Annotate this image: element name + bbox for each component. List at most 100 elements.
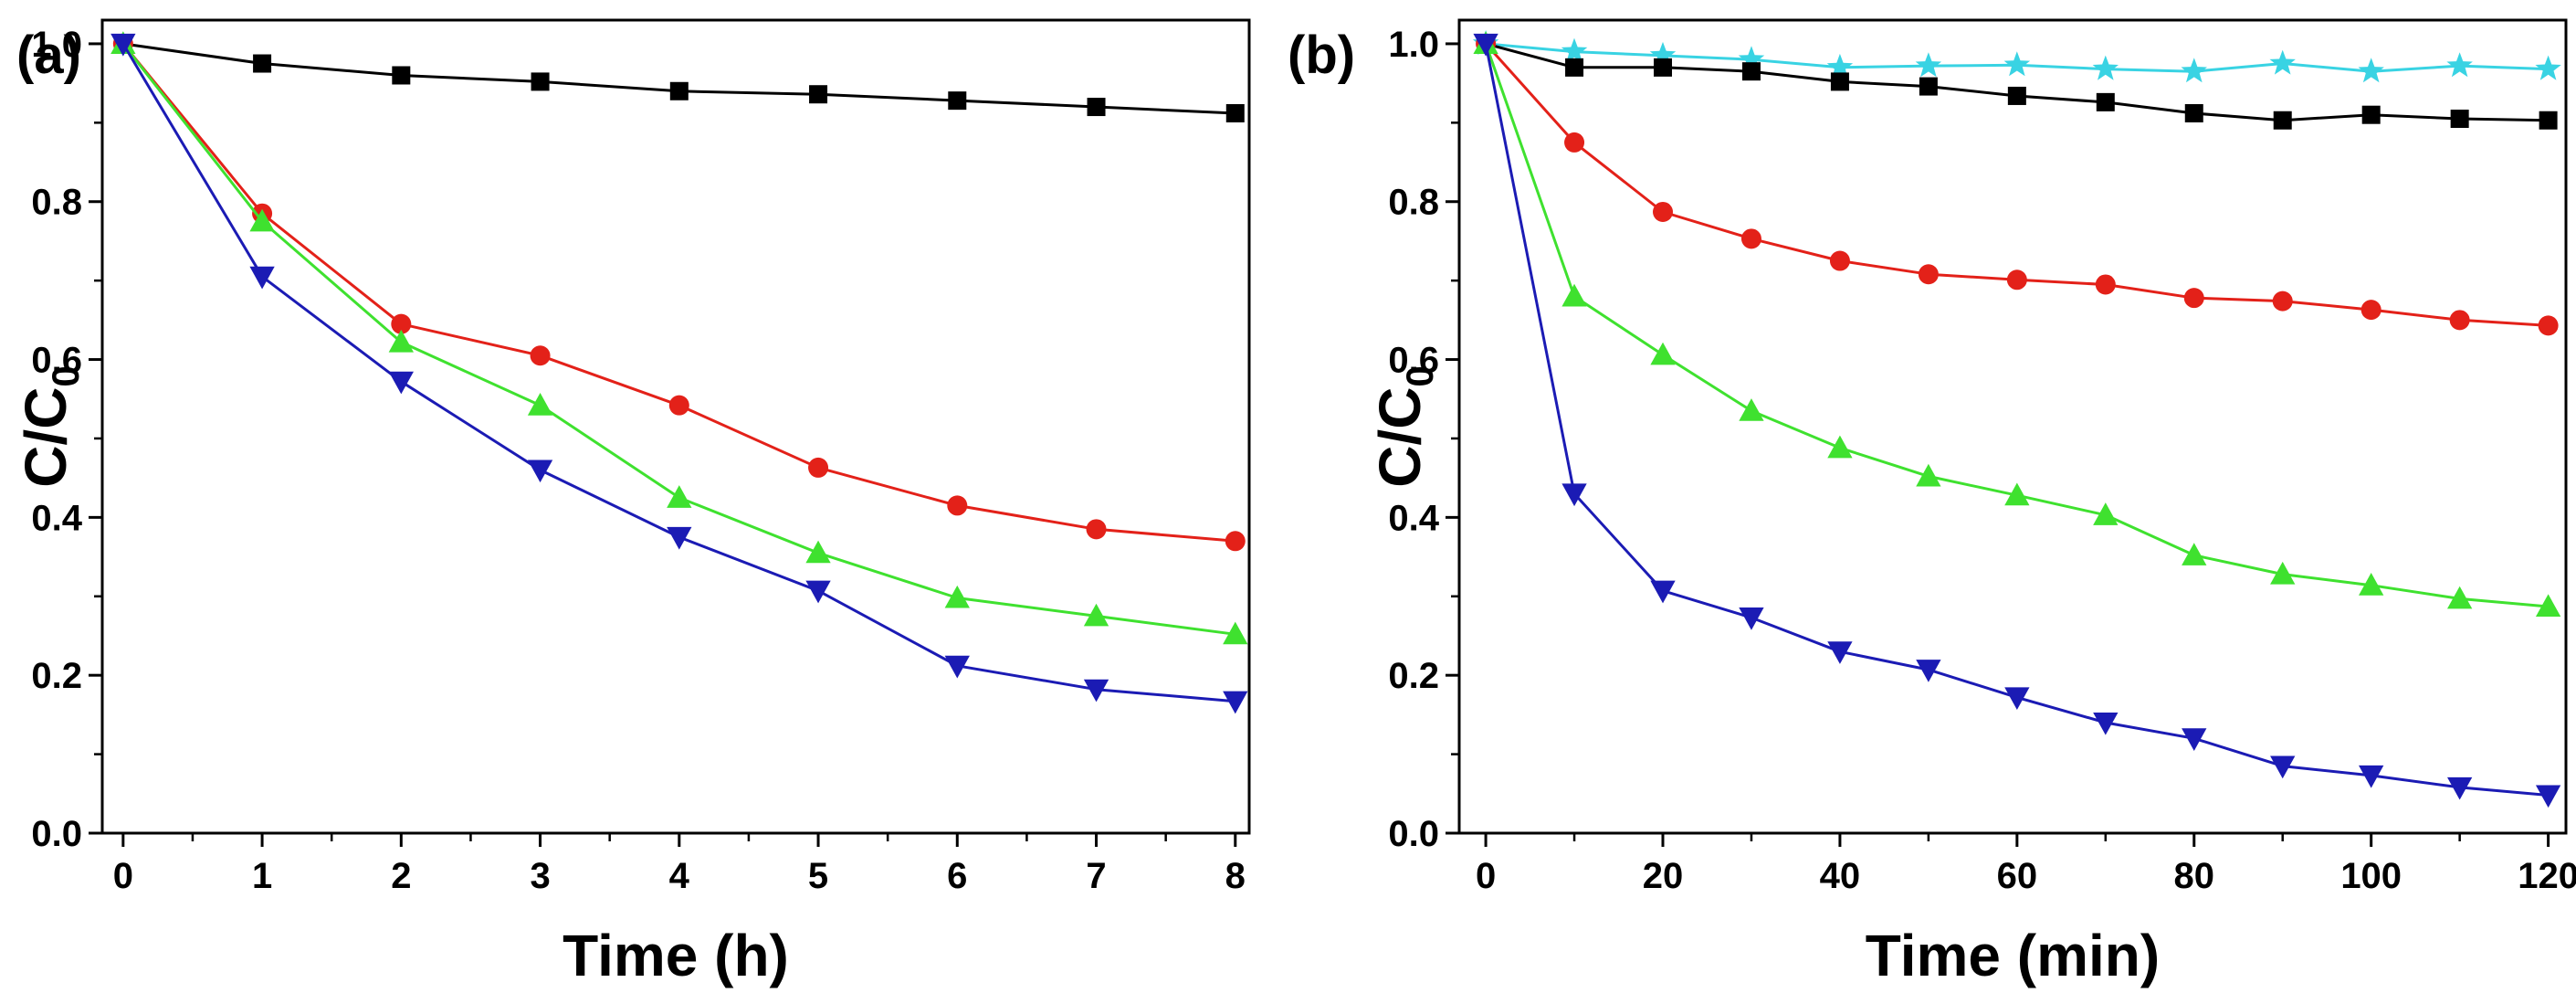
data-point-black xyxy=(2539,111,2558,130)
x-tick-label: 5 xyxy=(808,856,828,896)
data-point-black xyxy=(2184,103,2203,122)
data-point-blue xyxy=(2535,785,2561,808)
data-point-red xyxy=(2006,269,2027,291)
x-tick-label: 0 xyxy=(113,856,133,896)
data-point-blue xyxy=(1916,660,1941,682)
data-point-red xyxy=(668,395,689,416)
x-tick-label: 60 xyxy=(1997,856,2038,896)
data-point-green xyxy=(388,329,414,353)
y-tick-label: 0.8 xyxy=(31,183,82,223)
data-point-red xyxy=(2272,291,2293,312)
data-point-black xyxy=(253,54,272,73)
data-point-blue xyxy=(2270,755,2296,779)
series-blue xyxy=(110,33,1248,714)
x-tick-label: 3 xyxy=(530,856,550,896)
data-point-cyan xyxy=(2181,58,2207,83)
series-green xyxy=(1473,31,2561,618)
series-cyan xyxy=(1472,30,2561,83)
data-point-red xyxy=(2538,315,2559,336)
data-point-black xyxy=(1565,58,1584,77)
data-point-black xyxy=(392,66,411,85)
data-point-green xyxy=(1083,603,1109,627)
data-point-blue xyxy=(110,33,136,57)
data-point-green xyxy=(805,540,831,564)
x-tick-label: 0 xyxy=(1476,856,1496,896)
y-tick-label: 0.2 xyxy=(1388,656,1439,696)
data-point-blue xyxy=(805,580,831,604)
panel-b-chart: 0 20 40 60 80 100 120 0.0 0.2 0.4 0.6 0.8 1.0 (b) Time… xyxy=(1288,18,2576,988)
data-point-green xyxy=(2093,502,2119,525)
y-axis-title: C/C0 xyxy=(1367,365,1441,488)
data-point-blue xyxy=(388,371,414,395)
y-axis-title-subscript: 0 xyxy=(44,365,87,386)
data-point-black xyxy=(531,72,550,91)
data-point-green xyxy=(667,485,692,508)
data-point-cyan xyxy=(2003,51,2031,77)
data-point-green xyxy=(944,585,970,608)
data-point-cyan xyxy=(1649,41,1677,67)
data-point-green xyxy=(1916,463,1941,487)
data-point-red xyxy=(1653,201,1674,222)
y-tick-label: 1.0 xyxy=(1388,25,1439,65)
data-point-black xyxy=(669,81,689,100)
x-axis-title: Time (h) xyxy=(563,923,789,988)
y-axis-title-main: C/C xyxy=(13,387,79,488)
data-point-red xyxy=(947,495,968,516)
y-tick-label: 0.4 xyxy=(31,498,82,538)
data-point-black xyxy=(948,91,967,111)
data-point-black xyxy=(1654,58,1673,77)
data-point-blue xyxy=(2093,712,2119,735)
x-tick-label: 4 xyxy=(669,856,690,896)
plot-frame xyxy=(1457,18,2568,835)
data-point-red xyxy=(2449,310,2470,331)
data-point-blue xyxy=(667,526,692,550)
data-point-green xyxy=(2446,586,2473,609)
data-point-red xyxy=(2183,288,2204,309)
data-point-green xyxy=(1827,435,1853,459)
x-tick-label: 100 xyxy=(2340,856,2402,896)
x-tick-label: 80 xyxy=(2174,856,2215,896)
data-point-cyan xyxy=(2092,55,2119,80)
y-tick-label: 1.0 xyxy=(31,25,82,65)
data-point-red xyxy=(1918,264,1939,285)
data-point-green xyxy=(249,208,275,232)
data-point-cyan xyxy=(2446,52,2473,78)
y-axis-title: C/C0 xyxy=(13,365,87,488)
data-point-blue xyxy=(2004,687,2030,711)
y-axis-title-subscript: 0 xyxy=(1398,365,1441,386)
data-point-blue xyxy=(1473,33,1498,57)
y-tick-label: 0.0 xyxy=(31,814,82,854)
data-point-cyan xyxy=(2358,58,2384,83)
data-point-red xyxy=(1225,531,1246,552)
data-point-blue xyxy=(1083,679,1109,702)
data-point-black xyxy=(2450,110,2469,129)
data-point-red xyxy=(530,345,551,366)
panel-label: (b) xyxy=(1288,26,1355,85)
data-point-blue xyxy=(2359,765,2384,788)
series-black xyxy=(1477,34,2558,130)
data-point-cyan xyxy=(1738,46,1765,71)
data-point-red xyxy=(2095,274,2116,295)
data-point-green xyxy=(2359,573,2384,596)
data-point-blue xyxy=(1561,483,1587,507)
data-point-black xyxy=(1225,103,1245,122)
data-point-green xyxy=(1650,342,1676,365)
data-point-cyan xyxy=(1561,37,1588,63)
x-tick-label: 7 xyxy=(1086,856,1106,896)
data-point-black xyxy=(2273,111,2292,130)
data-point-cyan xyxy=(2269,49,2296,75)
x-tick-label: 20 xyxy=(1643,856,1684,896)
data-point-red xyxy=(2360,300,2381,321)
x-tick-label: 120 xyxy=(2518,856,2576,896)
data-point-cyan xyxy=(1915,52,1942,78)
data-point-blue xyxy=(1223,691,1248,714)
data-point-green xyxy=(2535,594,2561,618)
y-tick-label: 0.6 xyxy=(1388,341,1439,381)
data-point-blue xyxy=(1650,580,1676,604)
data-point-black xyxy=(2361,105,2381,124)
x-tick-label: 6 xyxy=(947,856,967,896)
data-point-red xyxy=(391,313,412,334)
series-green xyxy=(110,31,1248,645)
y-tick-label: 0.4 xyxy=(1388,498,1439,538)
